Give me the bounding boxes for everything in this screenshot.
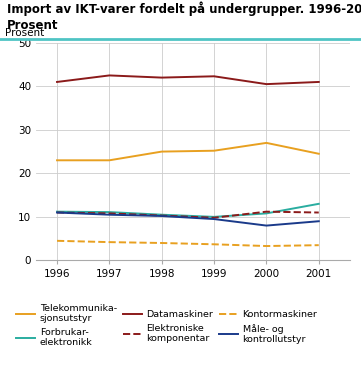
Legend: Telekommunika-
sjonsutstyr, Forbrukar-
elektronikk, Datamaskiner, Elektroniske
k: Telekommunika- sjonsutstyr, Forbrukar- e…	[13, 300, 321, 351]
Text: Import av IKT-varer fordelt på undergrupper. 1996-2001.: Import av IKT-varer fordelt på undergrup…	[7, 2, 361, 16]
Text: Prosent: Prosent	[7, 19, 59, 32]
Text: Prosent: Prosent	[5, 28, 44, 38]
